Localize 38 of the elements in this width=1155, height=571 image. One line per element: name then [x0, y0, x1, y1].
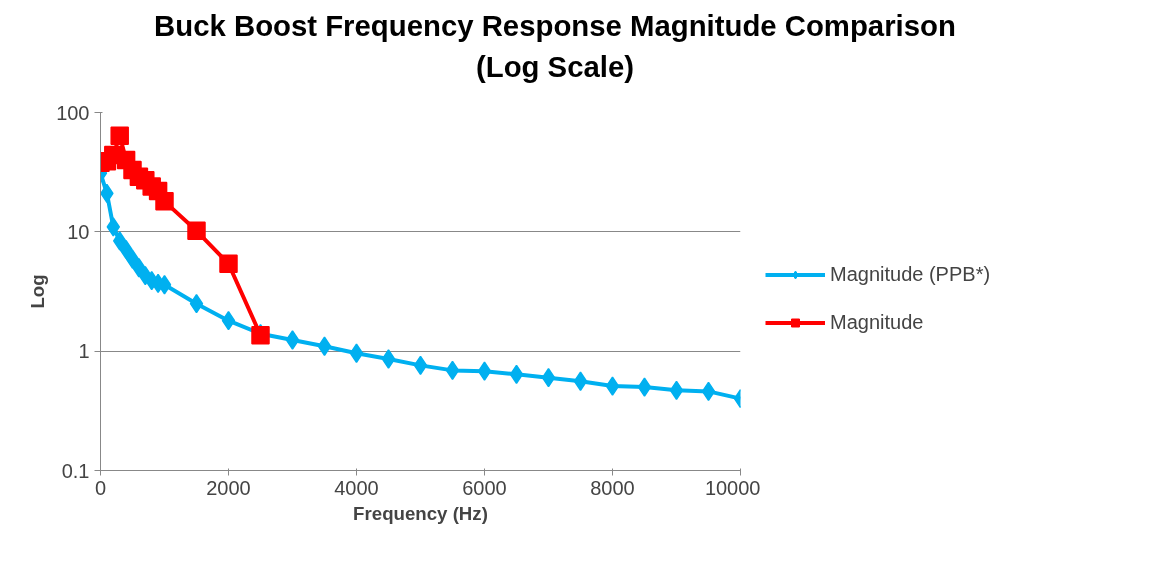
x-tick-label: 2000	[206, 476, 251, 499]
point	[701, 381, 716, 402]
x-tick-label: 8000	[590, 476, 635, 499]
point	[541, 367, 556, 388]
point	[285, 330, 300, 350]
legend-label: Magnitude (PPB*)	[830, 262, 991, 286]
point	[155, 192, 174, 211]
chart-title: Buck Boost Frequency Response Magnitude Comparison (Log Scale)	[154, 8, 956, 86]
y-tick-label: 10	[67, 220, 90, 243]
point	[381, 349, 396, 369]
y-tick-label: 1	[78, 340, 90, 363]
x-tick-label: 10000	[704, 476, 761, 499]
legend-label: Magnitude	[830, 310, 924, 334]
y-axis-title: Log	[27, 274, 49, 309]
point	[187, 221, 206, 241]
point	[669, 380, 684, 401]
point	[605, 376, 620, 396]
y-tick-label: 100	[56, 101, 90, 124]
x-tick-label: 0	[94, 476, 107, 499]
point	[477, 361, 492, 381]
point	[445, 360, 460, 381]
point	[112, 231, 127, 251]
point	[637, 377, 652, 397]
x-tick-label: 6000	[462, 476, 507, 499]
point	[349, 343, 364, 364]
point	[110, 126, 129, 145]
point	[509, 364, 524, 385]
point	[157, 275, 172, 295]
x-tick-label: 4000	[334, 476, 379, 499]
point	[221, 311, 236, 331]
point	[317, 336, 332, 357]
y-tick-label: 0.1	[61, 459, 90, 482]
point	[413, 355, 428, 376]
point	[106, 217, 121, 237]
point	[573, 371, 588, 392]
point	[219, 254, 238, 274]
x-axis-title: Frequency (Hz)	[353, 502, 488, 524]
point	[189, 294, 204, 314]
